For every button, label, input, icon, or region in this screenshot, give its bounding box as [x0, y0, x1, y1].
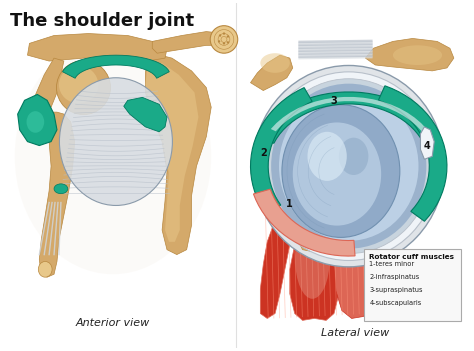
Circle shape — [223, 42, 225, 45]
Polygon shape — [152, 32, 226, 53]
Ellipse shape — [259, 72, 438, 260]
Ellipse shape — [293, 122, 381, 226]
Ellipse shape — [56, 61, 110, 114]
Ellipse shape — [15, 39, 211, 274]
Polygon shape — [260, 199, 297, 318]
Circle shape — [227, 35, 229, 38]
Ellipse shape — [27, 111, 44, 133]
Polygon shape — [365, 39, 454, 71]
FancyBboxPatch shape — [365, 249, 461, 322]
Text: 3: 3 — [331, 96, 337, 106]
Text: 3-supraspinatus: 3-supraspinatus — [369, 287, 423, 293]
Polygon shape — [378, 86, 447, 221]
Ellipse shape — [271, 84, 426, 249]
Ellipse shape — [339, 138, 368, 175]
Ellipse shape — [393, 45, 442, 65]
Polygon shape — [18, 94, 57, 146]
Ellipse shape — [260, 53, 290, 73]
Polygon shape — [271, 97, 427, 131]
Circle shape — [218, 40, 220, 42]
Ellipse shape — [38, 261, 52, 277]
Polygon shape — [257, 92, 440, 143]
Text: 4: 4 — [424, 141, 431, 152]
Ellipse shape — [266, 79, 431, 254]
Circle shape — [210, 26, 238, 53]
Polygon shape — [31, 58, 64, 114]
Text: 2-infraspinatus: 2-infraspinatus — [369, 274, 419, 280]
Polygon shape — [39, 112, 75, 277]
Polygon shape — [297, 203, 330, 252]
Ellipse shape — [54, 184, 68, 194]
Ellipse shape — [30, 105, 52, 123]
Polygon shape — [124, 97, 167, 132]
Circle shape — [219, 34, 221, 37]
Text: 4-subscapularis: 4-subscapularis — [369, 300, 421, 306]
Polygon shape — [334, 203, 374, 318]
Polygon shape — [251, 88, 312, 213]
Ellipse shape — [308, 132, 347, 181]
Polygon shape — [63, 55, 169, 78]
Text: Rotator cuff muscles: Rotator cuff muscles — [369, 254, 455, 260]
Ellipse shape — [295, 220, 329, 299]
Text: The shoulder joint: The shoulder joint — [10, 12, 194, 30]
Circle shape — [223, 32, 225, 35]
Ellipse shape — [59, 78, 173, 205]
Text: Lateral view: Lateral view — [321, 328, 390, 338]
Polygon shape — [420, 127, 434, 159]
Text: 1-teres minor: 1-teres minor — [369, 261, 414, 267]
Polygon shape — [290, 203, 339, 320]
Text: 1: 1 — [286, 199, 293, 210]
Polygon shape — [146, 53, 211, 254]
Polygon shape — [146, 63, 199, 242]
Text: 2: 2 — [260, 148, 267, 158]
Ellipse shape — [253, 66, 445, 267]
Polygon shape — [27, 34, 167, 61]
Ellipse shape — [59, 66, 98, 103]
Polygon shape — [250, 55, 293, 91]
Ellipse shape — [282, 105, 400, 237]
Polygon shape — [254, 189, 355, 256]
Ellipse shape — [279, 92, 419, 241]
Text: Anterior view: Anterior view — [76, 318, 150, 328]
Circle shape — [227, 41, 229, 44]
